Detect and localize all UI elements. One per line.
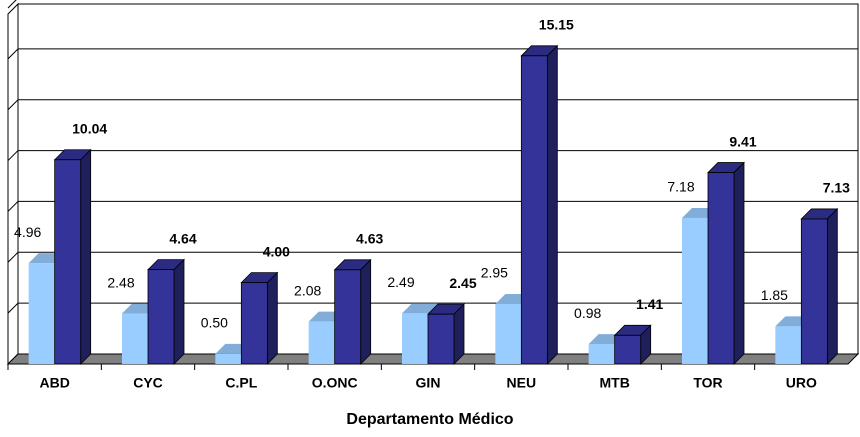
bar — [427, 303, 465, 365]
bar-side — [546, 44, 558, 365]
bar — [520, 44, 559, 365]
bar-front — [54, 159, 82, 365]
bar-side — [266, 271, 278, 365]
x-tick-label: ABD — [39, 375, 69, 391]
bar — [147, 258, 185, 365]
x-tick-label: URO — [786, 375, 817, 391]
x-tick-label: TOR — [693, 375, 722, 391]
data-label: 7.18 — [667, 179, 694, 195]
x-tick-label: CYC — [133, 375, 163, 391]
grid-line — [7, 200, 858, 212]
x-tick-label: O.ONC — [312, 375, 358, 391]
bar-front — [334, 269, 362, 365]
grid-line — [7, 48, 858, 60]
grid-line — [7, 302, 858, 314]
bar-front — [147, 269, 175, 365]
bar-front — [427, 313, 455, 365]
data-label: 15.15 — [539, 17, 574, 33]
bar-front — [588, 344, 615, 364]
data-label: 0.50 — [201, 315, 228, 331]
bar — [53, 148, 92, 365]
bar-top — [402, 303, 438, 314]
bar-front — [707, 172, 735, 365]
bar-front — [122, 313, 148, 364]
data-label: 2.95 — [481, 265, 508, 281]
bar-front — [402, 313, 428, 364]
grid-line — [7, 251, 858, 263]
x-tick-label: NEU — [507, 375, 537, 391]
bar-front — [800, 218, 828, 365]
bar-front — [215, 353, 242, 364]
bar-front — [614, 334, 642, 365]
data-label: 2.48 — [107, 274, 134, 290]
grid-line — [7, 0, 17, 9]
data-label: 2.45 — [449, 275, 476, 291]
x-tick-label: C.PL — [225, 375, 257, 391]
grid-line — [7, 99, 858, 111]
bar-side — [360, 258, 372, 365]
data-label: 9.41 — [729, 133, 756, 149]
bar-side — [80, 148, 92, 365]
data-label: 2.08 — [294, 282, 321, 298]
data-label: 4.64 — [169, 230, 196, 246]
grid-line — [7, 150, 858, 161]
bar-side — [453, 303, 465, 365]
bar-front — [495, 303, 522, 364]
bar-front — [682, 217, 708, 364]
data-label: 4.63 — [356, 231, 383, 247]
data-label: 1.41 — [636, 296, 663, 312]
data-label: 0.98 — [574, 305, 601, 321]
bar — [800, 207, 839, 365]
bar-side — [826, 207, 838, 365]
bar — [240, 271, 279, 365]
data-label: 7.13 — [823, 180, 850, 196]
bar-front — [308, 321, 335, 364]
bar-front — [240, 282, 268, 365]
data-label: 4.00 — [263, 243, 290, 259]
bar — [613, 324, 652, 365]
bar-side — [173, 258, 185, 365]
data-label: 2.49 — [387, 274, 414, 290]
bar-front — [520, 55, 548, 365]
bar-front — [28, 263, 55, 364]
x-tick-label: GIN — [416, 375, 441, 391]
x-axis-title: Departamento Médico — [346, 411, 513, 428]
bar — [707, 161, 745, 365]
bar — [333, 258, 372, 365]
x-tick-label: MTB — [600, 375, 630, 391]
data-label: 4.96 — [14, 224, 41, 240]
data-label: 10.04 — [72, 120, 107, 136]
bar-side — [733, 161, 745, 365]
data-label: 1.85 — [761, 287, 788, 303]
bar-front — [775, 326, 802, 364]
